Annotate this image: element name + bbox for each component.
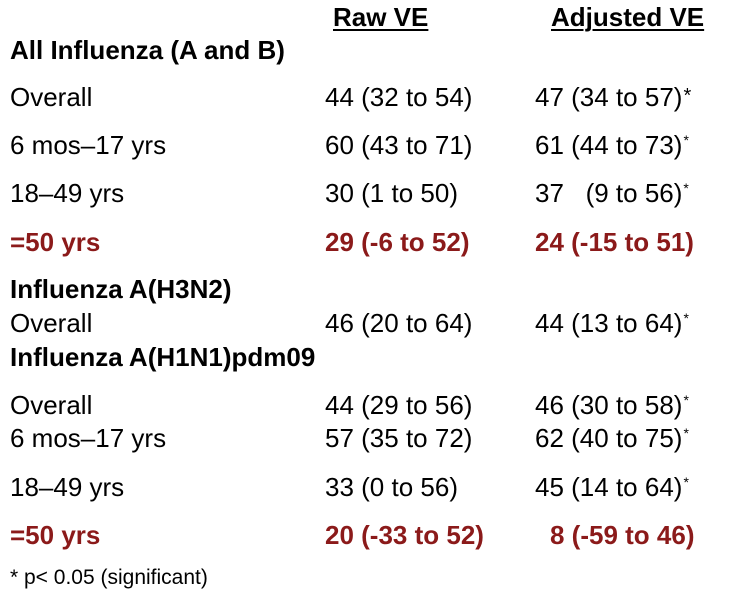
raw-ve-value: 57 (35 to 72) (325, 423, 473, 453)
row-label-highlight: =50 yrs (10, 520, 101, 550)
raw-ve-value: 46 (20 to 64) (325, 308, 473, 338)
row-label: Overall (10, 390, 93, 420)
row-label: 18–49 yrs (10, 178, 125, 208)
raw-ve-value-highlight: 29 (-6 to 52) (325, 227, 470, 257)
row-label: 18–49 yrs (10, 472, 125, 502)
raw-ve-value: 44 (32 to 54) (325, 82, 473, 112)
adjusted-ve-value-highlight: 24 (-15 to 51) (535, 227, 694, 257)
adjusted-ve-value-highlight: 8 (-59 to 46) (550, 520, 695, 550)
row-label: 6 mos–17 yrs (10, 130, 167, 160)
adjusted-ve-value: 62 (40 to 75)* (535, 423, 689, 453)
adjusted-ve-value: 37 (9 to 56)* (535, 178, 689, 208)
significance-marker: * (683, 85, 692, 107)
row-label: 6 mos–17 yrs (10, 423, 167, 453)
significance-marker: * (683, 425, 689, 441)
raw-ve-value: 44 (29 to 56) (325, 390, 473, 420)
adjusted-ve-value: 46 (30 to 58)* (535, 390, 689, 420)
section-title-h3n2: Influenza A(H3N2) (10, 274, 232, 304)
row-label: Overall (10, 308, 93, 338)
significance-marker: * (683, 310, 689, 326)
raw-ve-value-highlight: 20 (-33 to 52) (325, 520, 484, 550)
raw-ve-value: 33 (0 to 56) (325, 472, 458, 502)
significance-marker: * (683, 180, 689, 196)
adjusted-ve-value: 45 (14 to 64)* (535, 472, 689, 502)
adjusted-ve-value: 47 (34 to 57)* (535, 82, 692, 112)
raw-ve-value: 60 (43 to 71) (325, 130, 473, 160)
row-label-highlight: =50 yrs (10, 227, 101, 257)
adjusted-ve-header: Adjusted VE (551, 2, 705, 32)
significance-marker: * (683, 474, 689, 490)
footnote: * p< 0.05 (significant) (10, 566, 208, 589)
section-title-all-influenza: All Influenza (A and B) (10, 35, 285, 65)
adjusted-ve-value: 44 (13 to 64)* (535, 308, 689, 338)
row-label: Overall (10, 82, 93, 112)
significance-marker: * (683, 392, 689, 408)
adjusted-ve-value: 61 (44 to 73)* (535, 130, 689, 160)
significance-marker: * (683, 132, 689, 148)
raw-ve-header: Raw VE (333, 2, 429, 32)
section-title-h1n1: Influenza A(H1N1)pdm09 (10, 342, 316, 372)
raw-ve-value: 30 (1 to 50) (325, 178, 458, 208)
